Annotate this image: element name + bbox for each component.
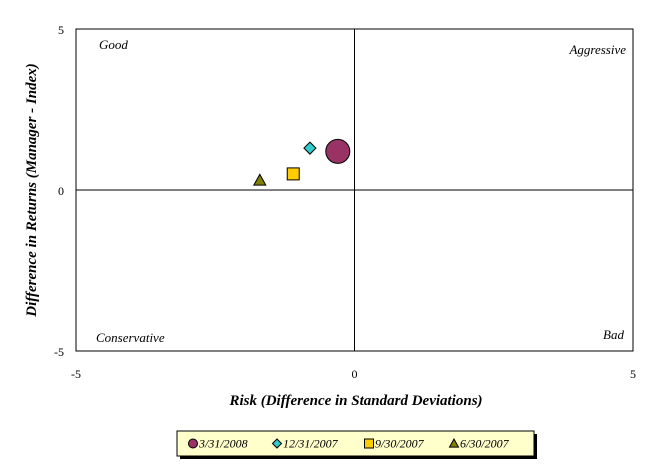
y-tick-label-top: 5 [58, 23, 64, 37]
legend: 3/31/2008 12/31/2007 9/30/2007 6/30/2007 [176, 430, 537, 459]
legend-box [176, 430, 535, 457]
x-tick-label-right: 5 [630, 367, 636, 381]
legend-label: 3/31/2008 [198, 437, 248, 451]
data-point-diamond [303, 141, 317, 155]
quadrant-label-bad: Bad [603, 327, 624, 342]
legend-marker-square [364, 438, 374, 449]
legend-label: 9/30/2007 [375, 437, 425, 451]
y-tick-label-mid: 0 [58, 184, 64, 198]
legend-label: 12/31/2007 [283, 437, 339, 451]
data-point-circle [325, 138, 351, 164]
legend-items: 3/31/2008 12/31/2007 9/30/2007 6/30/2007 [188, 437, 510, 451]
legend-marker-diamond [271, 438, 283, 449]
data-markers [252, 138, 351, 186]
quadrant-label-aggressive: Aggressive [568, 42, 626, 57]
legend-marker-circle [188, 438, 198, 449]
x-tick-label-mid: 0 [352, 367, 358, 381]
data-point-square [286, 167, 300, 181]
data-point-triangle [252, 173, 267, 186]
x-axis-title: Risk (Difference in Standard Deviations) [228, 393, 482, 409]
quadrant-label-conservative: Conservative [96, 330, 165, 345]
y-tick-label-bottom: -5 [54, 345, 64, 359]
x-tick-label-left: -5 [71, 367, 81, 381]
quadrant-label-good: Good [99, 37, 128, 52]
legend-marker-triangle [448, 437, 460, 448]
y-axis-title: Difference in Returns (Manager - Index) [24, 63, 40, 317]
legend-label: 6/30/2007 [460, 437, 510, 451]
